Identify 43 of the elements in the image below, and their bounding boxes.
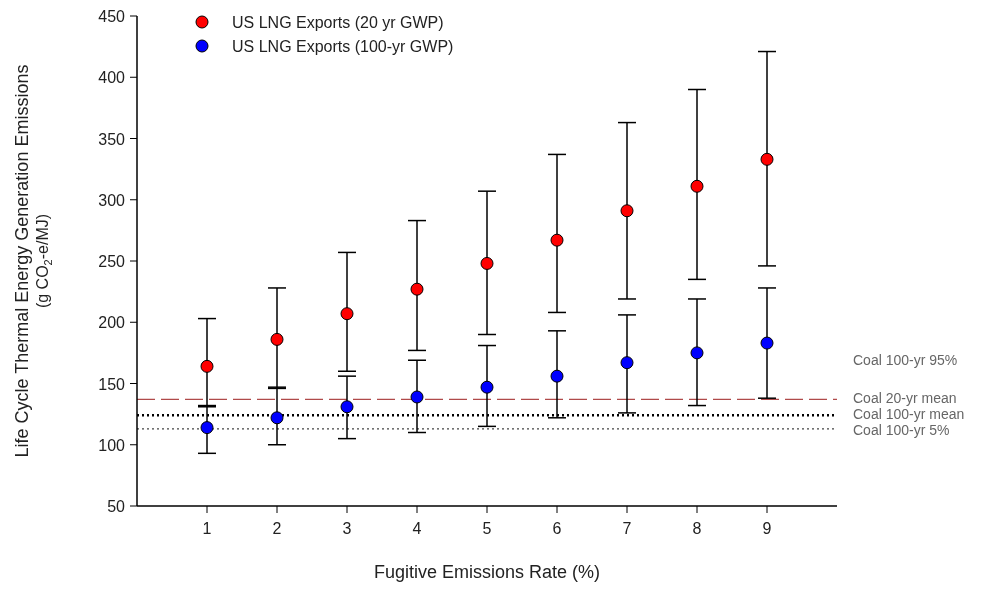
point	[340, 307, 354, 321]
x-tick-label: 9	[762, 520, 772, 537]
text: Coal 100-yr 95%	[853, 352, 958, 368]
y-tick-label: 350	[98, 130, 126, 148]
point	[410, 390, 424, 404]
x-axis-title: Fugitive Emissions Rate (%)	[373, 562, 601, 582]
x-tick-label: 8	[692, 520, 702, 537]
x-tick-label: 2	[272, 520, 282, 537]
point	[690, 346, 704, 360]
y-tick-label: 150	[98, 375, 126, 393]
y-tick-label: 400	[98, 69, 126, 87]
x-tick-label: 6	[552, 520, 562, 537]
y-tick-label: 250	[98, 253, 126, 270]
point	[480, 380, 494, 394]
point	[690, 179, 704, 193]
point	[200, 359, 214, 373]
point	[620, 356, 634, 370]
point	[270, 411, 284, 425]
y-tick-label: 450	[98, 8, 126, 25]
point	[270, 332, 284, 346]
y-tick-label: 300	[98, 191, 126, 209]
y-tick-label: 200	[98, 314, 126, 332]
point	[620, 204, 634, 218]
ref-line-label: Coal 100-yr mean	[853, 406, 965, 423]
x-tick-label: 4	[412, 520, 422, 537]
x-tick-label: 5	[482, 520, 492, 537]
point	[760, 152, 774, 166]
point	[760, 336, 774, 350]
x-tick-label: 7	[622, 520, 632, 537]
x-tick-label: 3	[342, 520, 352, 537]
point	[410, 282, 424, 296]
point	[550, 233, 564, 247]
point	[340, 400, 354, 414]
x-tick-label: 1	[202, 520, 212, 537]
y-tick-label: 100	[98, 436, 126, 454]
point	[550, 369, 564, 383]
ref-line-label: Coal 100-yr 5%	[853, 422, 950, 439]
legend-label: US LNG Exports (20 yr GWP)	[232, 14, 444, 31]
ref-line-label: Coal 20-yr mean	[853, 390, 957, 407]
point	[200, 421, 214, 435]
y-tick-label: 50	[107, 498, 126, 515]
point	[480, 256, 494, 270]
legend-label: US LNG Exports (100-yr GWP)	[232, 38, 454, 55]
